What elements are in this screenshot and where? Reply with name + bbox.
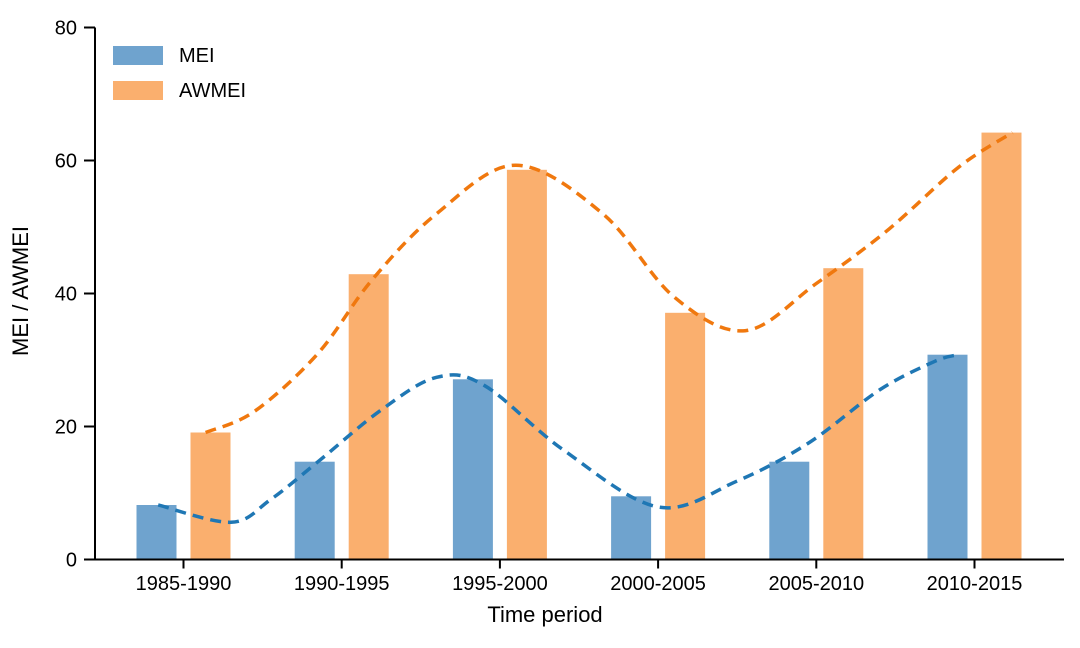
- y-tick-label: 80: [55, 18, 77, 40]
- trend-line-awmei: [204, 131, 1014, 435]
- y-tick-label: 20: [55, 417, 77, 439]
- tick-labels-layer: 0 20 40 60 80 1985-1990 1990-1995 1995-2000 2000…: [55, 18, 1023, 596]
- x-tick-label: 2000-2005: [610, 573, 706, 595]
- bar-awmei-1995-2000: [506, 169, 547, 560]
- bar-mei-1990-1995: [294, 461, 335, 560]
- legend: MEI AWMEI: [113, 45, 246, 102]
- x-tick-label: 1985-1990: [136, 573, 232, 595]
- bar-mei-1985-1990: [136, 505, 177, 560]
- x-tick-label: 1995-2000: [452, 573, 548, 595]
- x-tick-label: 2005-2010: [768, 573, 864, 595]
- legend-label-awmei: AWMEI: [179, 80, 246, 102]
- trend-lines-layer: [157, 131, 1014, 525]
- y-axis-label: MEI / AWMEI: [8, 226, 33, 356]
- bar-awmei-2000-2005: [665, 312, 706, 560]
- x-axis-label: Time period: [487, 602, 602, 627]
- y-tick-label: 60: [55, 151, 77, 173]
- legend-label-mei: MEI: [179, 45, 215, 67]
- legend-swatch-awmei: [113, 81, 163, 100]
- bar-awmei-2005-2010: [823, 268, 864, 560]
- bar-awmei-1985-1990: [190, 432, 231, 560]
- x-tick-label: 1990-1995: [294, 573, 390, 595]
- bar-awmei-2010-2015: [981, 132, 1022, 560]
- bar-mei-1995-2000: [452, 379, 493, 560]
- bar-mei-2000-2005: [611, 496, 652, 560]
- bars-layer: [136, 132, 1022, 560]
- trend-line-mei: [157, 352, 960, 525]
- bar-awmei-1990-1995: [348, 274, 389, 560]
- y-tick-label: 40: [55, 284, 77, 306]
- axes-spines: [94, 27, 1064, 561]
- legend-swatch-mei: [113, 46, 163, 65]
- bar-mei-2010-2015: [927, 354, 968, 560]
- y-tick-label: 0: [66, 550, 77, 572]
- bar-mei-2005-2010: [769, 461, 810, 560]
- axes-layer: [84, 26, 1064, 569]
- x-tick-label: 2010-2015: [927, 573, 1023, 595]
